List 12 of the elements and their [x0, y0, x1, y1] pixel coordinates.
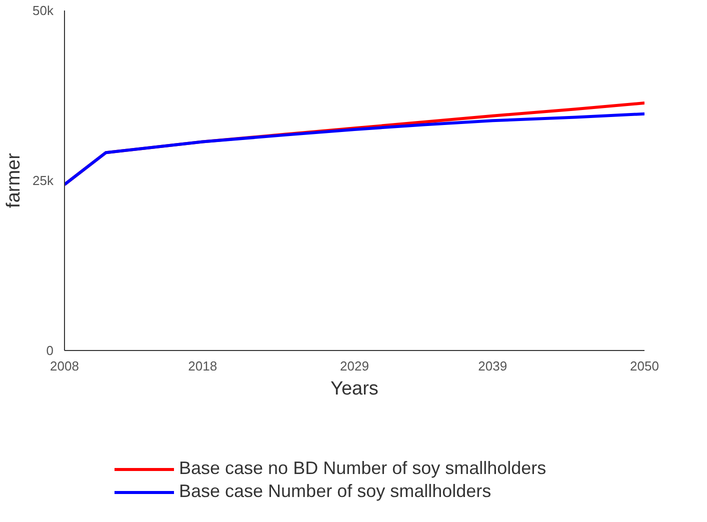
y-tick-label: 25k: [32, 173, 54, 188]
x-tick-label: 2008: [50, 358, 79, 374]
x-tick-label: 2050: [630, 358, 659, 374]
x-tick-label: 2018: [188, 358, 218, 374]
x-axis-title: Years: [330, 378, 378, 400]
y-tick-label: 50k: [32, 3, 54, 18]
legend-label: Base case Number of soy smallholders: [179, 481, 492, 502]
x-tick-label: 2039: [478, 358, 508, 374]
y-axis-title: farmer: [4, 152, 25, 208]
legend-label: Base case no BD Number of soy smallholders: [179, 458, 546, 479]
x-tick-label: 2029: [340, 358, 369, 374]
y-tick-label: 0: [46, 343, 54, 358]
